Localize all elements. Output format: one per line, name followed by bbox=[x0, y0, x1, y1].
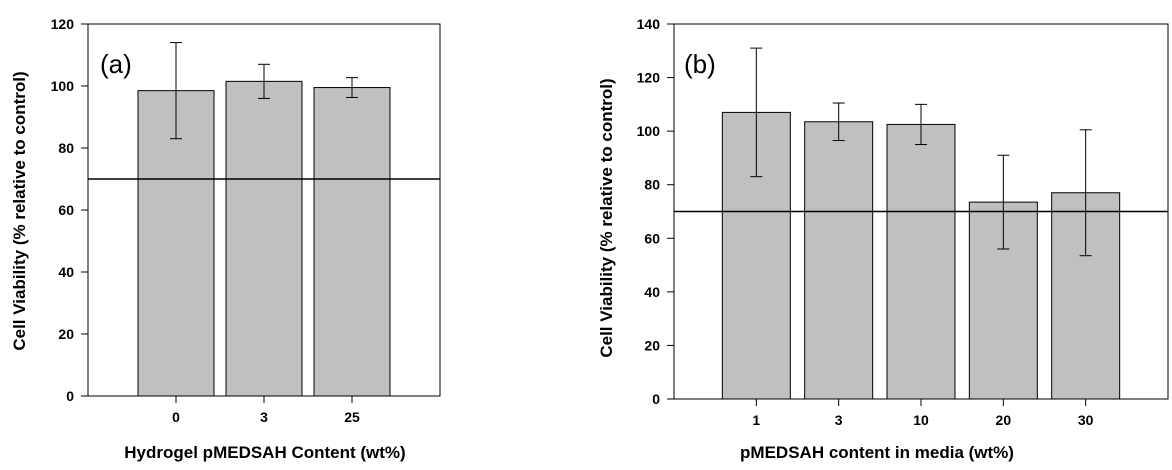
panel-b-bar bbox=[804, 121, 874, 400]
panel-a: (a) Hydrogel pMEDSAH Content (wt%) Cell … bbox=[10, 16, 441, 462]
panel-a-y-tick-label: 60 bbox=[58, 202, 74, 218]
panel-a-x-tick-label: 3 bbox=[260, 409, 268, 425]
panel-b-y-tick-label: 80 bbox=[644, 177, 660, 193]
panel-b-y-tick-label: 0 bbox=[652, 391, 660, 407]
panel-a-y-tick-label: 20 bbox=[58, 326, 74, 342]
panel-a-plot-frame bbox=[87, 23, 441, 397]
panel-b-x-tick-label: 30 bbox=[1078, 412, 1094, 428]
panel-a-y-tick-label: 0 bbox=[66, 388, 74, 404]
panel-b-x-tick-label: 10 bbox=[913, 412, 929, 428]
panel-a-y-tick-label: 80 bbox=[58, 140, 74, 156]
panel-b-y-tick-label: 120 bbox=[637, 70, 661, 86]
panel-a-bar bbox=[225, 80, 303, 397]
panel-b-y-tick-label: 100 bbox=[637, 123, 661, 139]
panel-a-x-tick-label: 0 bbox=[172, 409, 180, 425]
panel-a-bar bbox=[313, 87, 391, 397]
panel-b-y-axis-title: Cell Viability (% relative to control) bbox=[597, 78, 616, 357]
panel-a-y-axis-title: Cell Viability (% relative to control) bbox=[10, 71, 29, 350]
panel-b-label: (b) bbox=[684, 49, 716, 79]
panel-a-x-tick-label: 25 bbox=[344, 409, 360, 425]
panel-b-y-tick-label: 20 bbox=[644, 337, 660, 353]
panel-b-y-tick-label: 60 bbox=[644, 230, 660, 246]
panel-a-y-tick-label: 120 bbox=[51, 16, 75, 32]
panel-b: (b) pMEDSAH content in media (wt%) Cell … bbox=[597, 16, 1169, 462]
panel-a-x-axis-title: Hydrogel pMEDSAH Content (wt%) bbox=[124, 443, 405, 462]
panel-b-x-axis-title: pMEDSAH content in media (wt%) bbox=[740, 443, 1014, 462]
panel-b-plot-frame bbox=[673, 23, 1169, 400]
panel-a-label: (a) bbox=[100, 49, 132, 79]
panel-b-x-tick-label: 20 bbox=[996, 412, 1012, 428]
panel-a-y-tick-label: 40 bbox=[58, 264, 74, 280]
panel-a-y-tick-label: 100 bbox=[51, 78, 75, 94]
panel-b-y-tick-label: 40 bbox=[644, 284, 660, 300]
panel-b-x-tick-label: 3 bbox=[835, 412, 843, 428]
panel-b-x-tick-label: 1 bbox=[752, 412, 760, 428]
panel-b-bar bbox=[886, 123, 956, 400]
panel-b-y-tick-label: 140 bbox=[637, 16, 661, 32]
